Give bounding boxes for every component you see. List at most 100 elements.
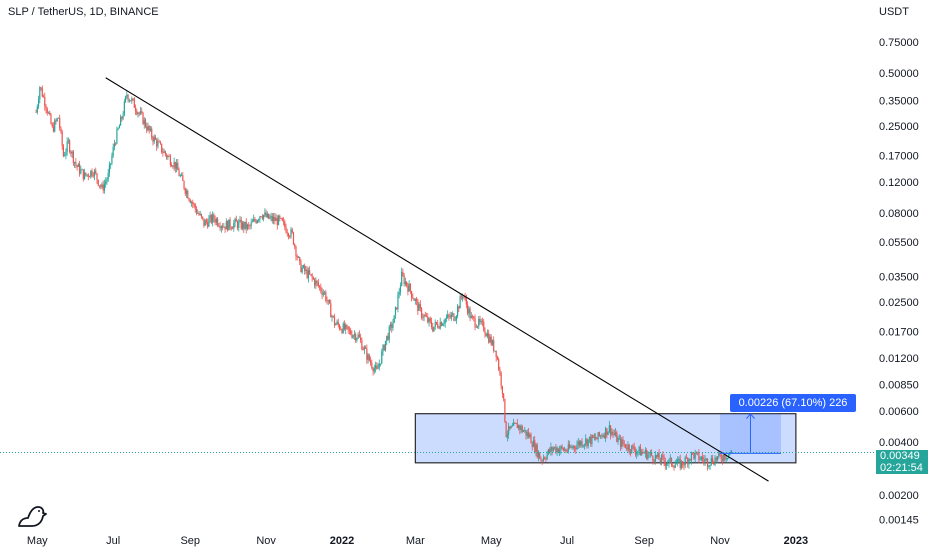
candle-body [702, 457, 704, 460]
candle-body [664, 461, 666, 466]
candle-body [398, 292, 400, 295]
candle-body [108, 164, 111, 173]
candle-body [678, 458, 680, 460]
candle-body [397, 294, 399, 310]
y-tick-label: 0.00600 [879, 406, 919, 418]
candle-body [41, 88, 43, 97]
candle-body [447, 314, 449, 318]
candle-body [178, 170, 180, 177]
candle-body [453, 313, 455, 321]
candle-body [389, 324, 392, 327]
candle-body [179, 175, 181, 177]
candle-body [413, 298, 415, 301]
candle-body [90, 170, 92, 177]
candle-body [312, 277, 314, 280]
candle-body [338, 324, 341, 329]
candle-body [304, 265, 306, 271]
candle-body [432, 327, 434, 332]
candle-body [444, 318, 446, 324]
candle-body [353, 334, 356, 336]
candle-body [361, 340, 363, 350]
candle-body [174, 161, 176, 169]
candle-body [498, 359, 500, 370]
candle-body [673, 466, 675, 468]
candle-body [343, 323, 346, 330]
candle-body [127, 94, 129, 101]
candle-body [651, 452, 653, 456]
tradingview-logo-icon[interactable] [16, 502, 50, 528]
candle-body [241, 222, 244, 229]
candle-body [42, 96, 45, 98]
candle-body [442, 324, 444, 326]
candle-body [627, 444, 629, 450]
candle-body [655, 454, 658, 458]
candle-body [539, 452, 541, 459]
candle-body [381, 351, 383, 364]
candle-body [616, 432, 618, 442]
candle-body [233, 223, 235, 229]
candle-body [429, 318, 431, 322]
candle-body [462, 296, 464, 298]
candle-body [223, 226, 225, 228]
candle-body [571, 446, 573, 448]
candle-body [667, 463, 669, 465]
candle-body [360, 337, 362, 341]
candle-body [452, 313, 454, 315]
candle-body [730, 450, 732, 454]
candle-body [143, 119, 145, 125]
candle-body [219, 226, 221, 229]
candle-body [602, 435, 604, 437]
candle-body [371, 362, 373, 369]
candle-body [454, 320, 456, 322]
candle-body [374, 365, 377, 369]
candle-body [422, 317, 424, 319]
candle-body [212, 214, 214, 223]
candle-body [700, 457, 702, 460]
candle-body [197, 213, 199, 214]
candle-body [520, 426, 522, 430]
candle-body [415, 299, 418, 301]
y-tick-label: 0.01200 [879, 353, 919, 365]
candle-body [572, 446, 574, 448]
candle-body [203, 218, 205, 226]
candle-body [542, 457, 545, 461]
candle-body [327, 299, 329, 302]
candle-body [698, 452, 700, 460]
candle-body [326, 300, 328, 302]
candle-body [434, 322, 436, 327]
candle-body [328, 299, 331, 304]
candle-body [274, 216, 276, 222]
candle-body [248, 224, 250, 226]
candle-body [639, 446, 642, 456]
candle-body [158, 141, 160, 143]
candle-body [138, 112, 140, 114]
candle-body [593, 436, 596, 438]
candle-body [234, 218, 236, 224]
candle-body [251, 221, 254, 223]
candle-body [473, 316, 475, 319]
candle-body [98, 185, 101, 187]
candle-body [675, 462, 678, 465]
candle-body [321, 291, 323, 295]
candle-body [622, 439, 624, 444]
candle-body [132, 98, 134, 100]
candle-body [677, 459, 679, 463]
candle-body [286, 232, 288, 234]
measure-arrow-head [746, 412, 755, 420]
candle-body [423, 315, 425, 318]
candle-body [347, 326, 349, 330]
candle-body [641, 451, 643, 456]
candle-body [175, 162, 178, 169]
candle-body [177, 162, 179, 171]
candle-body [93, 170, 96, 176]
candle-body [39, 87, 41, 100]
candle-body [643, 452, 645, 454]
candle-body [306, 269, 308, 278]
candle-body [608, 425, 610, 432]
candle-body [613, 433, 615, 436]
candle-body [357, 334, 359, 339]
candle-body [204, 220, 206, 226]
candle-body [387, 335, 389, 340]
candle-body [36, 106, 38, 113]
